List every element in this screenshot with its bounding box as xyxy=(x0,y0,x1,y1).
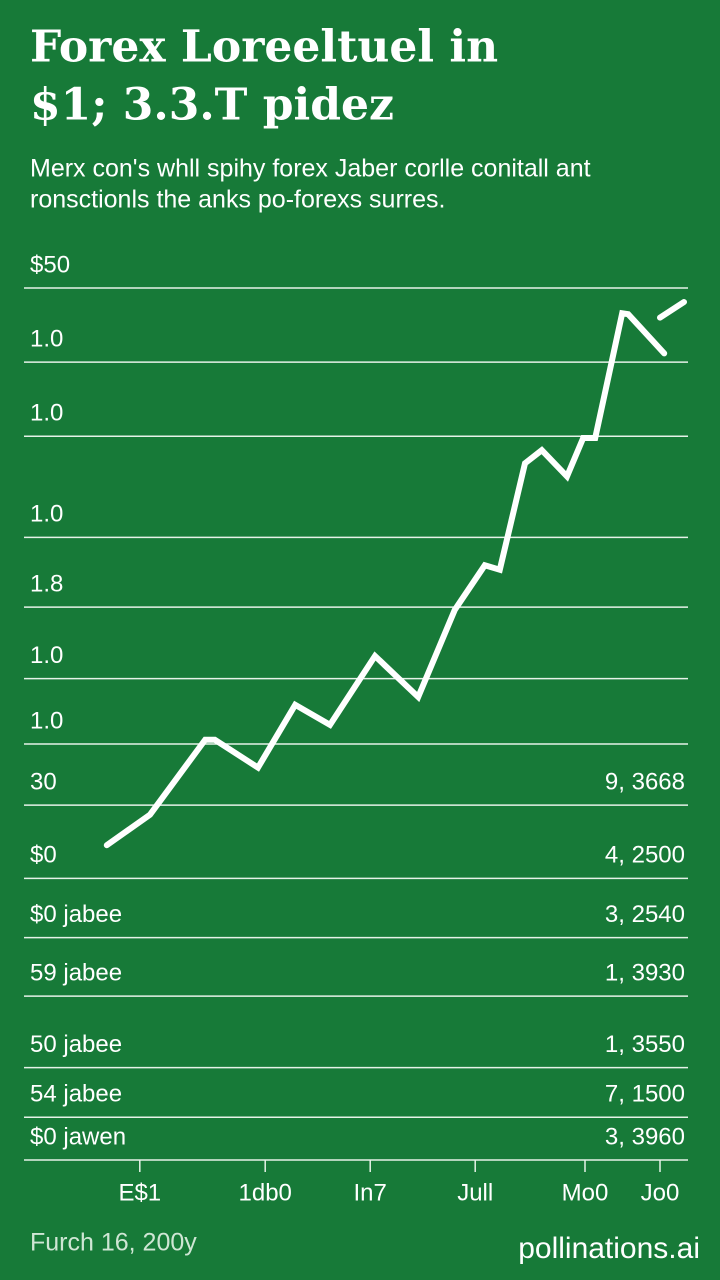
y-tick-label: 50 jabee xyxy=(30,1031,122,1058)
x-tick-label: Jo0 xyxy=(641,1179,680,1206)
y-tick-label: 1.0 xyxy=(30,400,63,427)
x-tick-label: In7 xyxy=(354,1179,387,1206)
y-tick-label: $50 xyxy=(30,251,70,278)
y-tick-label: 1.0 xyxy=(30,325,63,352)
y2-tick-label: 3, 3960 xyxy=(605,1123,685,1150)
y2-tick-label: 1, 3550 xyxy=(605,1031,685,1058)
y-tick-label: 54 jabee xyxy=(30,1081,122,1108)
y2-tick-label: 1, 3930 xyxy=(605,959,685,986)
y-tick-label: $0 jabee xyxy=(30,901,122,928)
chart-subtitle: Merx con's whll spihy forex Jaber corlle… xyxy=(30,155,591,183)
x-tick-label: 1db0 xyxy=(239,1179,292,1206)
chart-title: Forex Loreeltuel in xyxy=(30,22,498,73)
y-tick-label: 1.0 xyxy=(30,501,63,528)
y2-tick-label: 9, 3668 xyxy=(605,768,685,795)
y-tick-label: 59 jabee xyxy=(30,959,122,986)
y-tick-label: 30 xyxy=(30,768,57,795)
y-tick-label: $0 xyxy=(30,842,57,869)
y2-tick-label: 3, 2540 xyxy=(605,901,685,928)
y2-tick-label: 4, 2500 xyxy=(605,842,685,869)
watermark: pollinations.ai xyxy=(518,1232,700,1265)
y-tick-label: $0 jawen xyxy=(30,1123,126,1150)
footer-date: Furch 16, 200y xyxy=(30,1229,197,1257)
x-tick-label: Jull xyxy=(457,1179,493,1206)
x-tick-label: Mo0 xyxy=(562,1179,609,1206)
x-tick-label: E$1 xyxy=(118,1179,161,1206)
chart-subtitle: ronsctionls the anks po-forexs surres. xyxy=(30,186,445,214)
y2-tick-label: 7, 1500 xyxy=(605,1081,685,1108)
y-tick-label: 1.8 xyxy=(30,570,63,597)
chart-title: $1; 3.3.T pidez xyxy=(30,80,394,131)
y-tick-label: 1.0 xyxy=(30,642,63,669)
data-line xyxy=(103,299,687,849)
y-tick-label: 1.0 xyxy=(30,707,63,734)
